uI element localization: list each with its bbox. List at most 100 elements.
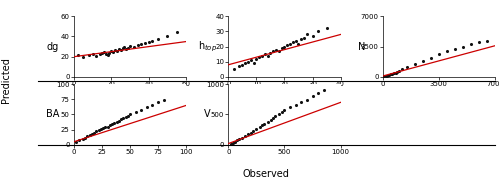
Point <box>292 103 300 106</box>
Point <box>233 138 241 141</box>
Point <box>308 35 316 37</box>
Point <box>269 117 277 120</box>
Point <box>289 41 297 43</box>
Point <box>275 50 283 53</box>
Point <box>249 130 257 133</box>
Point <box>286 42 294 45</box>
Text: BA: BA <box>46 110 60 119</box>
Point <box>443 49 451 52</box>
Point <box>112 120 120 123</box>
Point <box>132 111 140 113</box>
Point <box>126 113 134 116</box>
Point <box>475 41 483 44</box>
Point <box>81 136 89 139</box>
Text: h$_{top}$: h$_{top}$ <box>198 39 217 54</box>
Point <box>308 95 316 98</box>
Point <box>258 54 266 57</box>
Point <box>76 138 84 141</box>
Point <box>88 52 96 55</box>
Point <box>108 123 116 126</box>
Point <box>314 30 322 33</box>
Point <box>92 54 100 57</box>
Point <box>392 71 400 74</box>
Point <box>388 72 396 75</box>
Point <box>246 131 254 134</box>
Point <box>451 48 459 51</box>
Point <box>126 44 134 47</box>
Point <box>85 53 93 56</box>
Point <box>266 51 274 54</box>
Point <box>303 33 311 36</box>
Point <box>303 98 311 101</box>
Point <box>286 106 294 109</box>
Point <box>298 101 306 104</box>
Point <box>267 119 275 121</box>
Point <box>322 27 330 30</box>
Point <box>244 132 252 135</box>
Point <box>104 53 112 56</box>
Point <box>143 106 151 109</box>
Point <box>94 129 102 132</box>
Point <box>120 117 128 120</box>
Point <box>393 70 401 73</box>
Point <box>231 140 239 143</box>
Point <box>230 68 238 71</box>
Text: dg: dg <box>46 42 59 52</box>
Point <box>261 53 269 56</box>
Point <box>117 118 125 121</box>
Point <box>256 125 264 128</box>
Point <box>298 38 306 41</box>
Point <box>294 42 302 45</box>
Point <box>385 74 393 77</box>
Point <box>483 39 491 42</box>
Point <box>164 35 172 38</box>
Point <box>84 134 92 137</box>
Point <box>435 53 443 56</box>
Point <box>100 50 108 53</box>
Point <box>148 103 156 106</box>
Point <box>138 108 145 111</box>
Point <box>272 48 280 51</box>
Point <box>250 62 258 65</box>
Point <box>238 63 246 66</box>
Point <box>252 57 260 60</box>
Point <box>106 51 114 54</box>
Point <box>144 40 152 43</box>
Point <box>260 122 268 125</box>
Point <box>148 39 156 42</box>
Point <box>104 125 112 128</box>
Point <box>74 53 82 56</box>
Point <box>106 124 114 127</box>
Point <box>280 108 288 111</box>
Point <box>229 142 237 144</box>
Point <box>280 45 288 48</box>
Point <box>173 31 181 34</box>
Point <box>241 134 249 137</box>
Point <box>72 140 80 143</box>
Point <box>419 60 427 63</box>
Point <box>102 125 110 128</box>
Text: Observed: Observed <box>243 169 290 179</box>
Point <box>278 111 286 113</box>
Point <box>86 134 94 136</box>
Point <box>427 56 435 59</box>
Point <box>160 98 168 101</box>
Point <box>292 39 300 42</box>
Point <box>467 43 475 45</box>
Point <box>102 52 110 55</box>
Point <box>264 54 272 57</box>
Point <box>111 48 119 51</box>
Point <box>99 126 107 129</box>
Point <box>79 55 87 58</box>
Point <box>113 49 121 52</box>
Text: Predicted: Predicted <box>1 58 11 104</box>
Point <box>275 113 283 116</box>
Point <box>98 51 106 54</box>
Point <box>314 92 322 95</box>
Point <box>154 101 162 104</box>
Point <box>272 115 280 118</box>
Point <box>386 73 394 76</box>
Point <box>236 65 244 68</box>
Point <box>138 42 145 45</box>
Point <box>134 43 141 46</box>
